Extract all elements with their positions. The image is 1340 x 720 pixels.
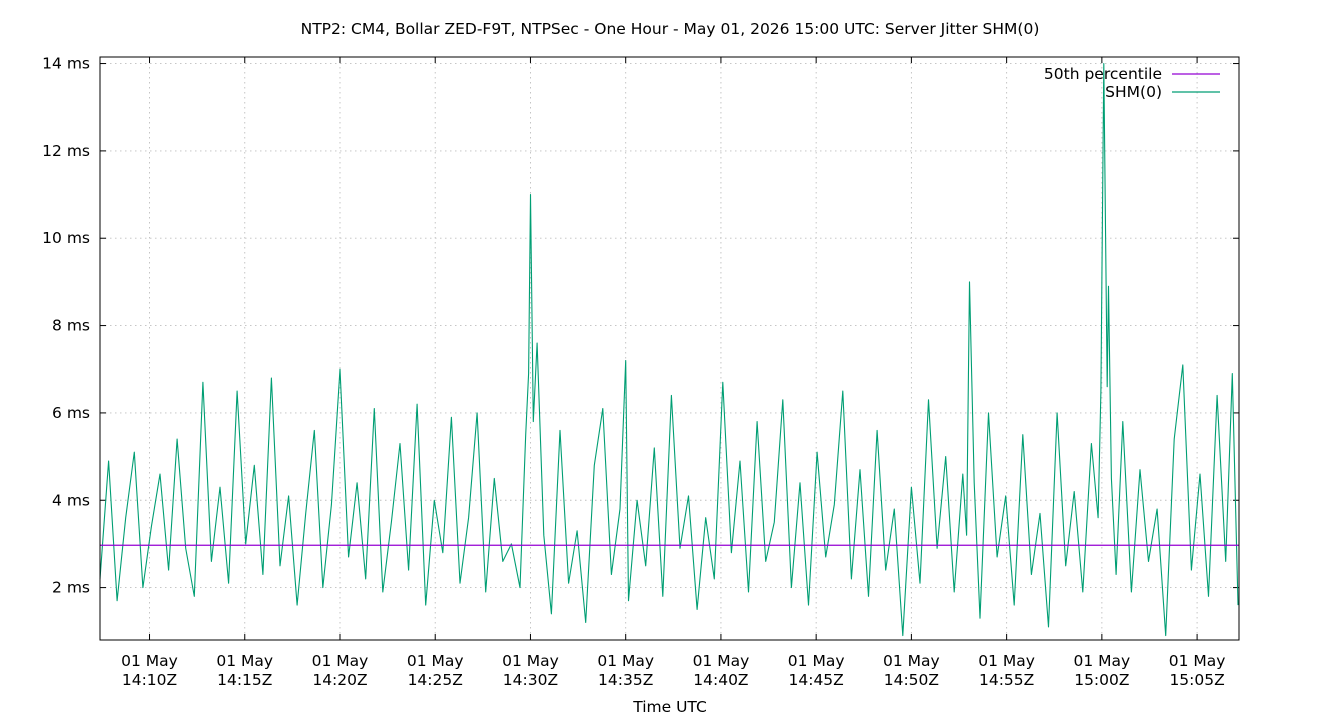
y-tick-label: 12 ms xyxy=(42,142,90,160)
y-axis: 2 ms 4 ms 6 ms 8 ms 10 ms 12 ms 14 ms xyxy=(42,55,1239,597)
x-tick-label-date: 01 May xyxy=(597,652,654,670)
x-tick-label-time: 14:45Z xyxy=(789,671,844,689)
y-tick-label: 6 ms xyxy=(52,404,90,422)
plot-frame xyxy=(99,56,1240,641)
y-tick-label: 10 ms xyxy=(42,229,90,247)
y-tick-label: 14 ms xyxy=(42,55,90,73)
x-tick-label-time: 14:20Z xyxy=(312,671,367,689)
y-tick-label: 4 ms xyxy=(52,491,90,509)
x-axis-label: Time UTC xyxy=(632,698,707,716)
x-tick-label-time: 14:55Z xyxy=(979,671,1034,689)
chart-title: NTP2: CM4, Bollar ZED-F9T, NTPSec - One … xyxy=(301,20,1040,38)
x-tick-label-time: 15:05Z xyxy=(1169,671,1224,689)
x-tick-label-date: 01 May xyxy=(883,652,940,670)
x-tick-label-date: 01 May xyxy=(693,652,750,670)
x-tick-label-time: 14:15Z xyxy=(217,671,272,689)
x-tick-label-date: 01 May xyxy=(1074,652,1131,670)
legend-label: 50th percentile xyxy=(1044,65,1162,83)
x-tick-label-date: 01 May xyxy=(312,652,369,670)
x-tick-label-time: 14:35Z xyxy=(598,671,653,689)
plot-series xyxy=(99,63,1239,637)
x-tick-label-time: 14:50Z xyxy=(884,671,939,689)
y-tick-label: 2 ms xyxy=(52,579,90,597)
x-tick-label-date: 01 May xyxy=(121,652,178,670)
x-tick-label-time: 14:30Z xyxy=(503,671,558,689)
x-tick-label-time: 14:40Z xyxy=(693,671,748,689)
x-tick-label-date: 01 May xyxy=(502,652,559,670)
x-tick-label-time: 15:00Z xyxy=(1074,671,1129,689)
x-tick-label-date: 01 May xyxy=(407,652,464,670)
x-tick-label-date: 01 May xyxy=(1169,652,1226,670)
y-tick-label: 8 ms xyxy=(52,317,90,335)
legend-label: SHM(0) xyxy=(1105,83,1162,101)
x-tick-label-date: 01 May xyxy=(788,652,845,670)
x-tick-label-date: 01 May xyxy=(978,652,1035,670)
x-tick-label-time: 14:25Z xyxy=(408,671,463,689)
x-tick-label-time: 14:10Z xyxy=(122,671,177,689)
grid-lines xyxy=(100,57,1239,640)
x-tick-label-date: 01 May xyxy=(216,652,273,670)
shm0-series-line xyxy=(99,63,1239,637)
